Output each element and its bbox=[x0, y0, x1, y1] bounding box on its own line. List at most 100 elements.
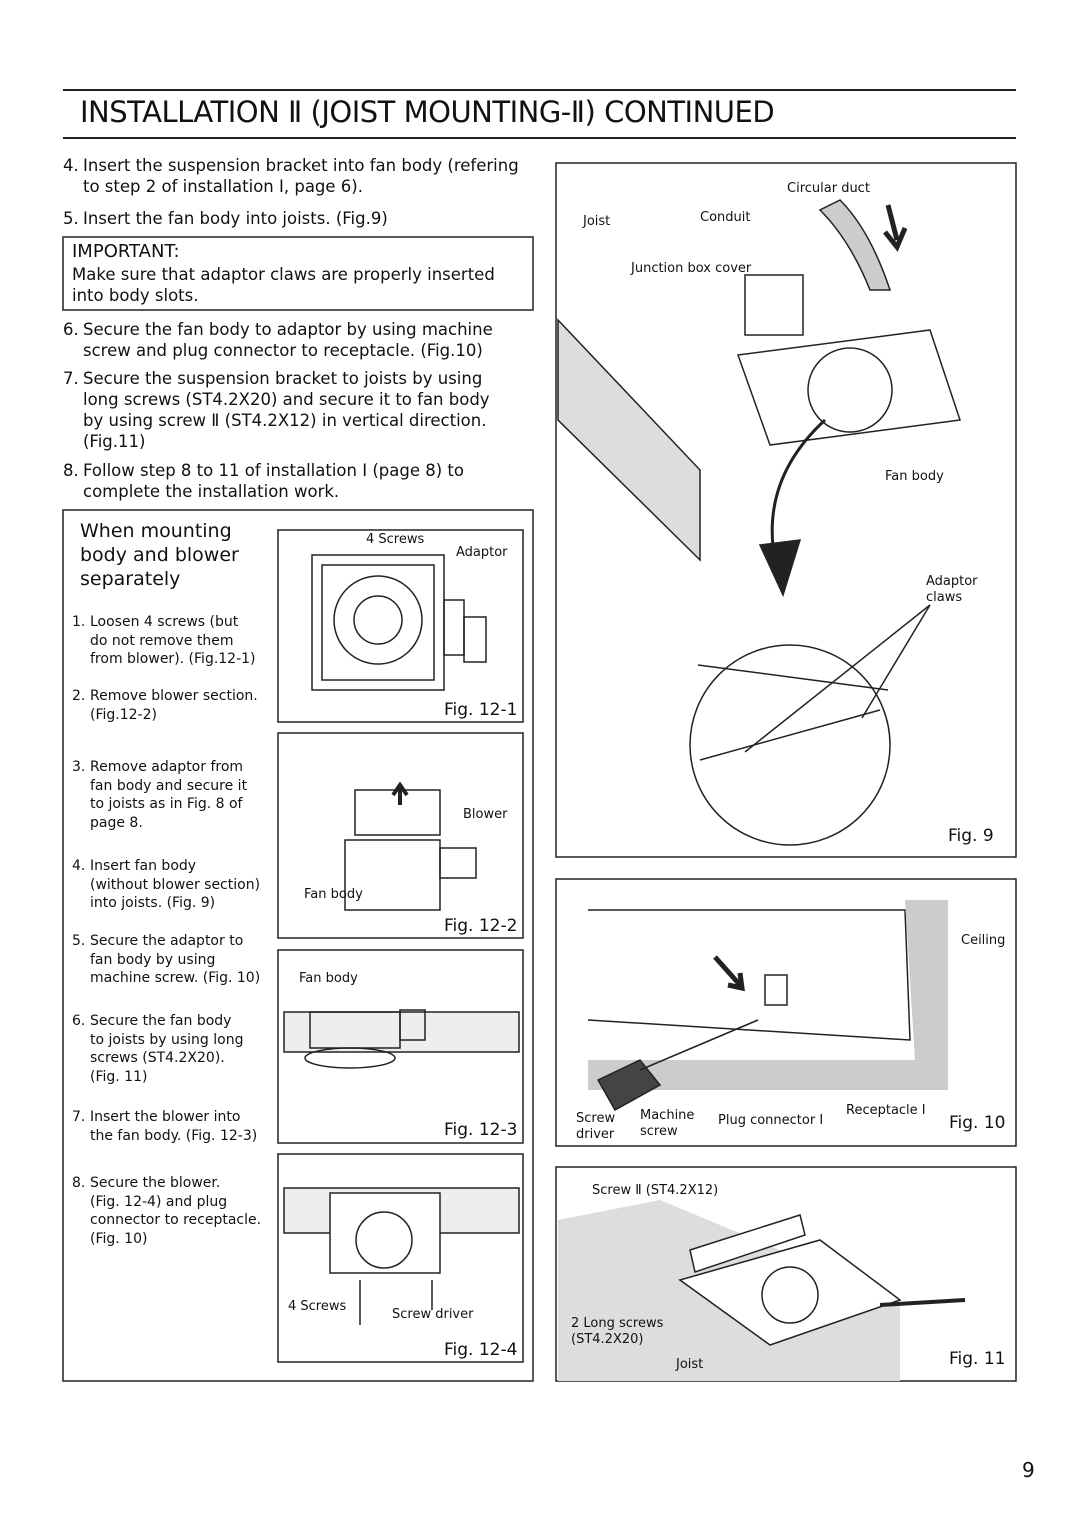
figure-label: Adaptor bbox=[456, 545, 508, 560]
sub-step: 3. Remove adaptor from fan body and secur… bbox=[72, 758, 247, 832]
figure-caption: Fig. 12-4 bbox=[444, 1340, 518, 1360]
fig-12-1-box bbox=[277, 529, 524, 723]
fan-body bbox=[329, 1192, 441, 1274]
figure-label: Adaptor claws bbox=[926, 574, 978, 605]
arrow-down bbox=[883, 204, 908, 252]
step-number: 4. bbox=[72, 858, 86, 874]
fan-body bbox=[587, 909, 911, 1041]
fig-12-3-box bbox=[277, 949, 524, 1144]
step-number: 6. bbox=[72, 1013, 86, 1029]
step-text: Secure the blower. (Fig. 12-4) and plug … bbox=[90, 1175, 262, 1247]
step: 8. Follow step 8 to 11 of installation Ⅰ … bbox=[63, 460, 464, 502]
step-number: 8. bbox=[72, 1175, 86, 1191]
figure-label: Blower bbox=[463, 807, 508, 822]
figure-caption: Fig. 12-2 bbox=[444, 916, 518, 936]
joist bbox=[557, 318, 701, 562]
figure-label: Joist bbox=[676, 1357, 704, 1372]
detail-circle bbox=[689, 644, 891, 846]
leader bbox=[861, 604, 931, 719]
step-number: 1. bbox=[72, 614, 86, 630]
step-number: 7. bbox=[63, 369, 79, 388]
step-text: Secure the suspension bracket to joists … bbox=[83, 369, 490, 451]
step-number: 8. bbox=[63, 461, 79, 480]
leader bbox=[744, 604, 931, 753]
fan-grille bbox=[807, 347, 893, 433]
screwdriver-shaft bbox=[639, 1019, 759, 1071]
step-text: Loosen 4 screws (but do not remove them … bbox=[90, 614, 256, 667]
adaptor bbox=[399, 1009, 426, 1041]
step: 5. Insert the fan body into joists. (Fig.… bbox=[63, 208, 533, 229]
step-text: Secure the adaptor to fan body by using … bbox=[90, 933, 261, 986]
fig-9-box bbox=[555, 162, 1017, 858]
figure-label: Plug connector Ⅰ bbox=[718, 1113, 824, 1128]
step-text: Remove blower section. (Fig.12-2) bbox=[90, 688, 258, 723]
bracket-bar bbox=[879, 1298, 966, 1307]
blower-section bbox=[354, 789, 441, 836]
duct-collar bbox=[463, 616, 487, 663]
sub-step: 6. Secure the fan body to joists by using… bbox=[72, 1012, 243, 1086]
step-text: Secure the fan body to joists by using l… bbox=[90, 1013, 244, 1085]
figure-label: Conduit bbox=[700, 210, 751, 225]
figure-label: Junction box cover bbox=[631, 261, 752, 276]
figure-label: Screw Ⅱ (ST4.2X12) bbox=[592, 1183, 719, 1198]
step-text: Secure the fan body to adaptor by using … bbox=[83, 320, 493, 360]
figure-label: 4 Screws bbox=[366, 532, 425, 547]
figure-label: 4 Screws bbox=[288, 1299, 347, 1314]
joists bbox=[283, 1011, 520, 1053]
important-text: Make sure that adaptor claws are properl… bbox=[72, 265, 495, 305]
step: 6. Secure the fan body to adaptor by usin… bbox=[63, 319, 493, 361]
figure-label: Fan body bbox=[304, 887, 363, 902]
duct-collar bbox=[439, 847, 477, 879]
screwdriver-handle bbox=[596, 1059, 662, 1112]
separate-title: When mounting body and blower separately bbox=[80, 520, 239, 590]
arrow-path bbox=[770, 418, 827, 561]
figure-label: Circular duct bbox=[787, 181, 870, 196]
step-number: 6. bbox=[63, 320, 79, 339]
step-number: 5. bbox=[63, 209, 79, 228]
adaptor bbox=[443, 599, 465, 656]
blower-hub bbox=[353, 595, 403, 645]
fan-grille bbox=[761, 1266, 819, 1324]
figure-label: Machine screw bbox=[640, 1108, 695, 1139]
figure-label: Ceiling bbox=[961, 933, 1006, 948]
blower-wheel bbox=[333, 575, 423, 665]
figure-label: Screw driver bbox=[392, 1307, 474, 1322]
detail-edge bbox=[699, 709, 881, 761]
important-label: IMPORTANT: bbox=[72, 241, 180, 262]
sub-step: 1. Loosen 4 screws (but do not remove the… bbox=[72, 613, 256, 669]
figure-caption: Fig. 9 bbox=[948, 826, 994, 846]
figure-caption: Fig. 10 bbox=[949, 1113, 1006, 1133]
step-text: Follow step 8 to 11 of installation Ⅰ (p… bbox=[83, 461, 464, 501]
figure-label: Fan body bbox=[885, 469, 944, 484]
step-number: 2. bbox=[72, 688, 86, 704]
fan-inner bbox=[321, 564, 435, 681]
page-number: 9 bbox=[1022, 1458, 1035, 1482]
figure-label: Fan body bbox=[299, 971, 358, 986]
figure-caption: Fig. 12-3 bbox=[444, 1120, 518, 1140]
sub-step: 2. Remove blower section. (Fig.12-2) bbox=[72, 687, 258, 724]
step-text: Insert the blower into the fan body. (Fi… bbox=[90, 1109, 258, 1144]
figure-label: Screw driver bbox=[576, 1111, 616, 1142]
arrow-up bbox=[391, 781, 409, 805]
plug-connector bbox=[764, 974, 788, 1006]
figure-caption: Fig. 11 bbox=[949, 1349, 1006, 1369]
sub-step: 8. Secure the blower. (Fig. 12-4) and plu… bbox=[72, 1174, 261, 1248]
fan-grille bbox=[355, 1211, 413, 1269]
step-text: Insert the suspension bracket into fan b… bbox=[83, 156, 519, 196]
sub-step: 5. Secure the adaptor to fan body by usin… bbox=[72, 932, 260, 988]
blower bbox=[304, 1047, 396, 1069]
detail-edge bbox=[697, 664, 889, 691]
sub-step: 7. Insert the blower into the fan body. (… bbox=[72, 1108, 257, 1145]
step-number: 5. bbox=[72, 933, 86, 949]
important-box bbox=[62, 236, 534, 311]
arrow-head bbox=[758, 539, 802, 598]
circular-duct bbox=[818, 199, 892, 291]
figure-label: 2 Long screws (ST4.2X20) bbox=[571, 1316, 664, 1347]
bracket bbox=[689, 1214, 806, 1273]
arrow bbox=[713, 955, 745, 992]
fig-12-2-box bbox=[277, 732, 524, 939]
step-number: 3. bbox=[72, 759, 86, 775]
